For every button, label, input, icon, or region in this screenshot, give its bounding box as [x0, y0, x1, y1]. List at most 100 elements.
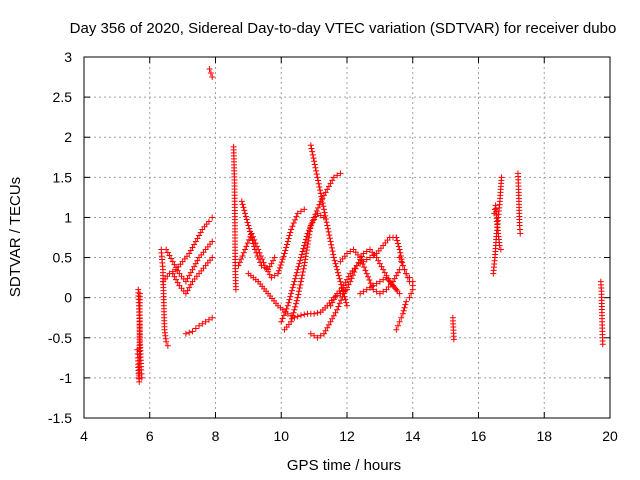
data-point-interp — [335, 272, 342, 279]
data-point — [370, 282, 377, 289]
data-point — [238, 198, 245, 205]
data-point-interp — [401, 266, 408, 273]
data-point-interp — [263, 265, 270, 272]
data-point — [334, 266, 341, 273]
data-point-interp — [402, 301, 409, 308]
data-point-interp — [297, 281, 304, 288]
data-point-interp — [310, 155, 317, 162]
data-point-interp — [297, 257, 304, 264]
x-tick-label: 12 — [339, 428, 355, 444]
data-point-interp — [276, 264, 283, 271]
data-point-interp — [317, 187, 324, 194]
data-point-interp — [278, 259, 285, 266]
data-point-interp — [292, 303, 299, 310]
data-point-interp — [336, 275, 343, 282]
data-point-interp — [303, 247, 310, 254]
data-point-interp — [315, 177, 322, 184]
data-point-interp — [186, 284, 193, 291]
data-point-interp — [380, 276, 387, 283]
data-point-interp — [358, 257, 365, 264]
data-point-interp — [367, 284, 374, 291]
data-point-interp — [299, 268, 306, 275]
data-point — [403, 298, 410, 305]
data-point — [393, 286, 400, 293]
data-point-interp — [243, 216, 250, 223]
data-point — [182, 278, 189, 285]
data-point — [297, 312, 304, 319]
data-point — [498, 174, 505, 181]
x-tick-label: 4 — [80, 428, 88, 444]
data-point-interp — [241, 207, 248, 214]
data-point-interp — [277, 262, 284, 269]
data-point-interp — [361, 264, 368, 271]
data-point — [163, 246, 170, 253]
data-point-interp — [194, 257, 201, 264]
y-tick-label: 2.5 — [53, 89, 73, 105]
data-point-interp — [240, 249, 247, 256]
data-point — [363, 286, 370, 293]
data-point — [317, 198, 324, 205]
data-point-interp — [376, 260, 383, 267]
data-point-interp — [394, 240, 401, 247]
y-axis: -1.5 -1 -0.5 0 0.5 1 1.5 2 2.5 3 — [48, 49, 610, 426]
data-point-interp — [317, 212, 324, 219]
data-point — [496, 242, 503, 249]
data-point — [163, 338, 170, 345]
data-point — [245, 222, 252, 229]
data-point-interp — [352, 265, 359, 272]
data-point — [248, 230, 255, 237]
data-point-interp — [294, 313, 301, 320]
data-point-interp — [199, 320, 206, 327]
data-point — [396, 246, 403, 253]
data-point-interp — [327, 180, 334, 187]
data-point-interp — [305, 234, 312, 241]
data-point — [340, 282, 347, 289]
data-point-interp — [320, 192, 327, 199]
data-point-interp — [287, 229, 294, 236]
data-point — [189, 266, 196, 273]
data-point-interp — [347, 248, 354, 255]
data-point-interp — [249, 233, 256, 240]
data-point — [337, 170, 344, 177]
data-point-interp — [187, 247, 194, 254]
data-point-interp — [330, 296, 337, 303]
data-point-interp — [380, 288, 387, 295]
data-point-interp — [270, 257, 277, 264]
data-point — [164, 342, 171, 349]
data-point-interp — [329, 177, 336, 184]
data-point-interp — [293, 269, 300, 276]
data-point — [297, 254, 304, 261]
data-point-interp — [309, 219, 316, 226]
x-tick-label: 20 — [602, 428, 618, 444]
data-point-interp — [397, 249, 404, 256]
data-point-interp — [253, 243, 260, 250]
data-point-interp — [309, 151, 316, 158]
data-point — [288, 318, 295, 325]
data-point-interp — [320, 203, 327, 210]
data-point-interp — [239, 252, 246, 259]
data-point — [268, 274, 275, 281]
data-point — [284, 302, 291, 309]
data-point-interp — [339, 293, 346, 300]
data-point-interp — [257, 252, 264, 259]
data-point-interp — [375, 257, 382, 264]
data-point-interp — [265, 268, 272, 275]
data-point-interp — [173, 276, 180, 283]
data-point — [196, 322, 203, 329]
data-point — [353, 262, 360, 269]
data-point — [206, 66, 213, 73]
data-point-interp — [238, 256, 245, 263]
data-point-interp — [282, 309, 289, 316]
data-point-interp — [302, 239, 309, 246]
data-point-interp — [260, 259, 267, 266]
data-point — [327, 318, 334, 325]
data-point-interp — [332, 293, 339, 300]
data-point-interp — [192, 260, 199, 267]
data-point-interp — [289, 223, 296, 230]
data-point — [409, 278, 416, 285]
data-point — [403, 270, 410, 277]
data-point-interp — [398, 258, 405, 265]
data-point-interp — [166, 252, 173, 259]
data-point-interp — [326, 232, 333, 239]
data-point — [186, 250, 193, 257]
